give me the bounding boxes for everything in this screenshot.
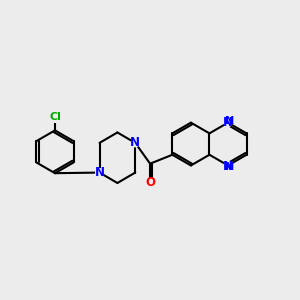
Text: N: N xyxy=(225,116,234,126)
Text: N: N xyxy=(223,116,233,129)
Text: N: N xyxy=(225,162,234,172)
Text: N: N xyxy=(94,166,105,179)
Circle shape xyxy=(96,169,104,176)
Circle shape xyxy=(50,112,60,122)
Text: N: N xyxy=(223,160,233,172)
Text: N: N xyxy=(130,136,140,149)
Circle shape xyxy=(146,179,154,187)
Text: O: O xyxy=(145,176,155,190)
Circle shape xyxy=(224,162,232,169)
Text: Cl: Cl xyxy=(49,112,61,122)
Circle shape xyxy=(224,119,232,127)
Circle shape xyxy=(131,139,139,147)
